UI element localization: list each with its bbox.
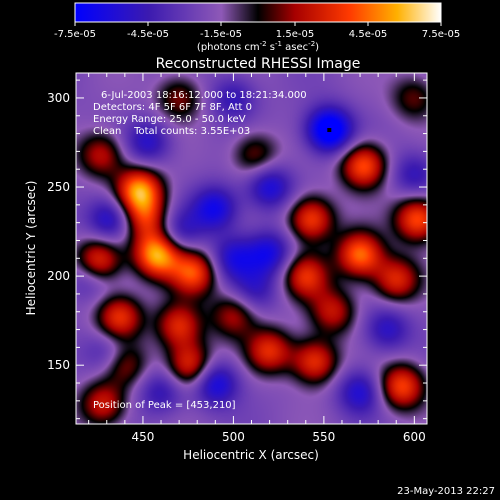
colorbar-tick-label: -1.5e-05 [200,29,242,40]
colorbar-tick-label: 7.5e-05 [422,29,460,40]
axis-ticks [76,73,427,424]
min-marker [327,128,332,133]
y-tick-label: 200 [47,269,70,283]
time-range-annotation: 6-Jul-2003 18:16:12.000 to 18:21:34.000 [101,90,307,101]
colorbar-tick-label: 4.5e-05 [349,29,387,40]
colorbar-tick-label: 1.5e-05 [276,29,314,40]
colorbar-unit-label: (photons cm-2 s-1 asec-2) [197,40,319,53]
footer-timestamp: 23-May-2013 22:27 [397,486,495,497]
x-tick-label: 600 [403,430,426,444]
colorbar-ticks [74,22,442,26]
y-tick-label: 250 [47,180,70,194]
y-axis-label: Heliocentric Y (arcsec) [24,181,38,316]
annotations: 6-Jul-2003 18:16:12.000 to 18:21:34.000 … [93,90,307,411]
method-annotation: Clean Total counts: 3.55E+03 [93,126,250,137]
y-tick-label: 150 [47,358,70,372]
colorbar-tick-label: -4.5e-05 [127,29,169,40]
energy-annotation: Energy Range: 25.0 - 50.0 keV [93,114,246,125]
heatmap-image [76,73,427,424]
colorbar-tick-label: -7.5e-05 [54,29,96,40]
peak-position-annotation: Position of Peak = [453,210] [93,400,236,411]
x-tick-label: 450 [131,430,154,444]
y-tick-label: 300 [47,91,70,105]
heatmap-container [76,73,427,424]
detectors-annotation: Detectors: 4F 5F 6F 7F 8F, Att 0 [93,102,252,113]
chart-title: Reconstructed RHESSI Image [156,56,361,72]
axis-tick-labels: 450 500 550 600 150 200 250 300 [47,91,426,444]
x-axis-label: Heliocentric X (arcsec) [183,448,319,462]
colorbar-gradient [74,2,442,23]
x-tick-label: 550 [312,430,335,444]
colorbar: -7.5e-05 -4.5e-05 -1.5e-05 1.5e-05 4.5e-… [54,2,460,53]
x-tick-label: 500 [222,430,245,444]
colorbar-tick-labels: -7.5e-05 -4.5e-05 -1.5e-05 1.5e-05 4.5e-… [54,29,460,40]
